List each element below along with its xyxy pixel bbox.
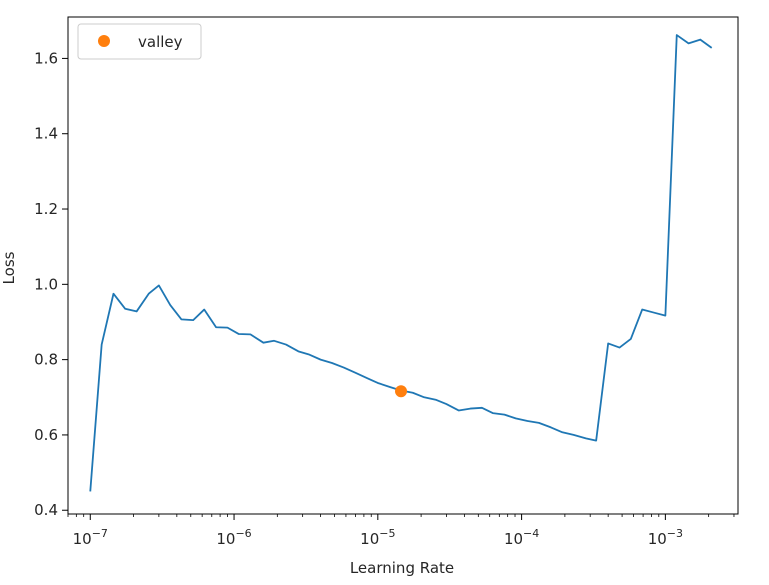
- y-tick-label: 0.4: [34, 501, 58, 519]
- legend: valley: [77, 23, 202, 60]
- plot-frame: [67, 16, 739, 515]
- plot-area: [89, 34, 713, 492]
- legend-box: [77, 23, 202, 60]
- valley-point: [395, 385, 408, 398]
- legend-label-valley: valley: [138, 33, 183, 51]
- x-axis-label: Learning Rate: [350, 559, 454, 577]
- x-tick-label: 10−6: [216, 527, 251, 548]
- y-tick-label: 1.0: [34, 275, 58, 293]
- y-tick-label: 1.6: [34, 49, 58, 67]
- y-axis-label: Loss: [0, 251, 18, 284]
- legend-marker-valley: [98, 35, 110, 47]
- y-tick-label: 1.2: [34, 200, 58, 218]
- y-tick-label: 1.4: [34, 125, 58, 143]
- y-tick-label: 0.6: [34, 426, 58, 444]
- x-tick-label: 10−7: [73, 527, 108, 548]
- x-tick-label: 10−4: [504, 527, 539, 548]
- y-tick-label: 0.8: [34, 351, 58, 369]
- y-axis-ticks: 0.4 0.6 0.8 1.0 1.2 1.4 1.6: [34, 49, 68, 519]
- x-tick-label: 10−5: [360, 527, 395, 548]
- x-tick-label: 10−3: [648, 527, 683, 548]
